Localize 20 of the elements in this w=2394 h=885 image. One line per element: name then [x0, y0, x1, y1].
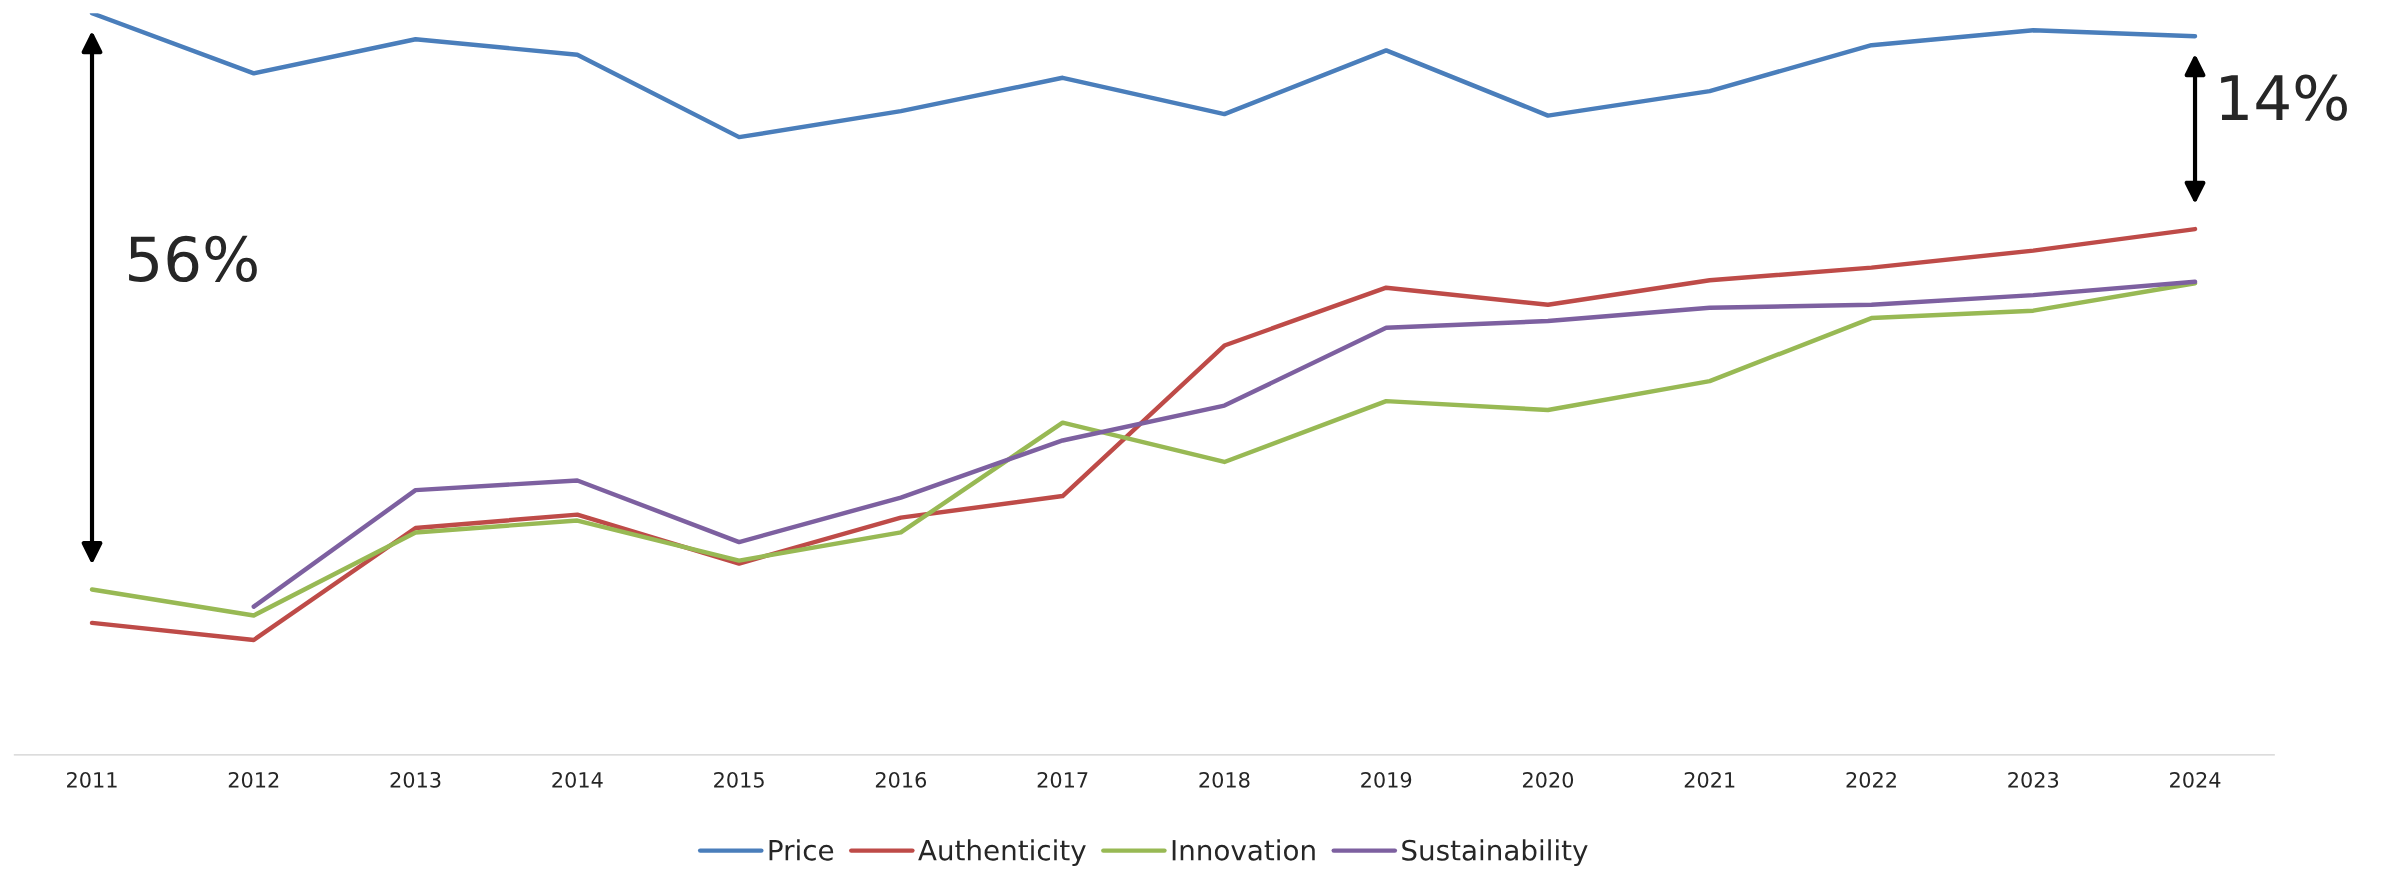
x-tick-label: 2019: [1361, 771, 1412, 788]
x-tick-label: 2023: [2008, 771, 2059, 788]
x-tick-label: 2022: [1846, 771, 1896, 788]
annotation: 14%: [2221, 74, 2347, 121]
legend-label: Price: [769, 839, 834, 861]
legend-label: Authenticity: [918, 839, 1086, 867]
x-tick-label: 2011: [67, 771, 117, 788]
x-tick-label: 2015: [714, 771, 764, 788]
legend-label: Sustainability: [1402, 839, 1588, 867]
x-tick-label: 2024: [2170, 771, 2221, 788]
x-tick-label: 2013: [390, 771, 441, 788]
x-tick-label: 2012: [228, 771, 279, 788]
x-tick-label: 2021: [1684, 771, 1735, 788]
x-tick-label: 2020: [1522, 771, 1574, 788]
x-tick-label: 2017: [1037, 771, 1088, 788]
x-tick-label: 2018: [1199, 771, 1250, 788]
annotation: 56%: [129, 235, 257, 283]
legend-label: Innovation: [1172, 839, 1315, 861]
x-tick-label: 2016: [875, 771, 927, 788]
x-tick-label: 2014: [552, 771, 603, 788]
